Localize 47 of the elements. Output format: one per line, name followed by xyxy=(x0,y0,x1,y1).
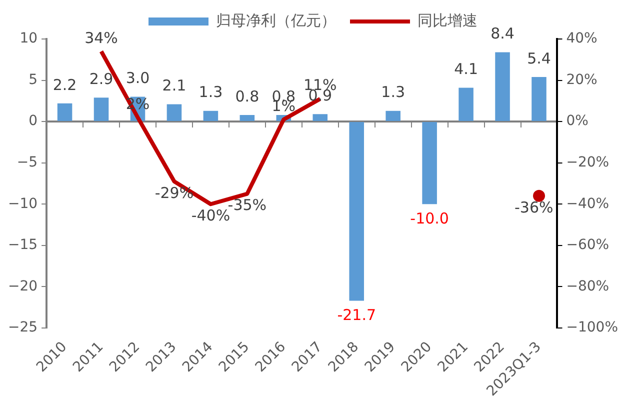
bar xyxy=(166,104,182,122)
bar xyxy=(422,122,437,204)
data-label: 2.2 xyxy=(52,76,77,94)
bar xyxy=(458,88,474,122)
data-label: -21.7 xyxy=(337,306,376,324)
bar xyxy=(203,110,218,122)
data-label: -35% xyxy=(228,196,267,214)
data-label: 0.8 xyxy=(235,87,260,106)
legend-label: 归母净利（亿元） xyxy=(216,11,336,30)
data-label: -36% xyxy=(514,198,554,216)
y-tick-label: −15 xyxy=(8,237,38,254)
data-label: 1.3 xyxy=(381,83,406,102)
y2-tick-label: −40% xyxy=(566,196,610,212)
y-tick-label: −10 xyxy=(8,196,38,212)
data-label: 4.1 xyxy=(454,60,478,78)
y-tick-label: 5 xyxy=(28,72,38,88)
y2-tick-label: 40% xyxy=(566,30,598,47)
y-tick-label: −20 xyxy=(8,278,38,294)
legend-label: 同比增速 xyxy=(418,11,478,30)
y2-tick-label: −60% xyxy=(566,237,610,254)
data-label: 2.1 xyxy=(162,76,186,95)
bar xyxy=(495,52,510,122)
bar xyxy=(57,103,72,122)
bar xyxy=(532,76,546,122)
bar xyxy=(349,122,364,301)
y-tick-label: −25 xyxy=(8,320,38,336)
bar xyxy=(240,114,255,122)
bar xyxy=(312,114,328,122)
y2-tick-label: −80% xyxy=(566,278,610,294)
y-tick-label: 0 xyxy=(28,113,38,130)
data-label: 3.0 xyxy=(126,69,150,88)
data-label: 1.3 xyxy=(198,83,223,102)
data-label: -40% xyxy=(191,206,230,225)
data-label: 8.4 xyxy=(490,24,514,43)
bar xyxy=(386,110,400,122)
bar xyxy=(94,98,109,122)
y-tick-label: −5 xyxy=(16,154,38,170)
y2-tick-label: −20% xyxy=(566,154,610,170)
y2-tick-label: −100% xyxy=(566,320,618,336)
y2-tick-label: 20% xyxy=(566,72,598,88)
y2-tick-label: 0% xyxy=(566,113,588,130)
data-label: -10.0 xyxy=(410,210,449,228)
data-label: -29% xyxy=(154,184,194,202)
data-label: 34% xyxy=(84,28,118,47)
data-label: 5.4 xyxy=(527,49,551,68)
y-tick-label: 10 xyxy=(20,30,38,47)
data-label: 2.9 xyxy=(89,70,114,88)
